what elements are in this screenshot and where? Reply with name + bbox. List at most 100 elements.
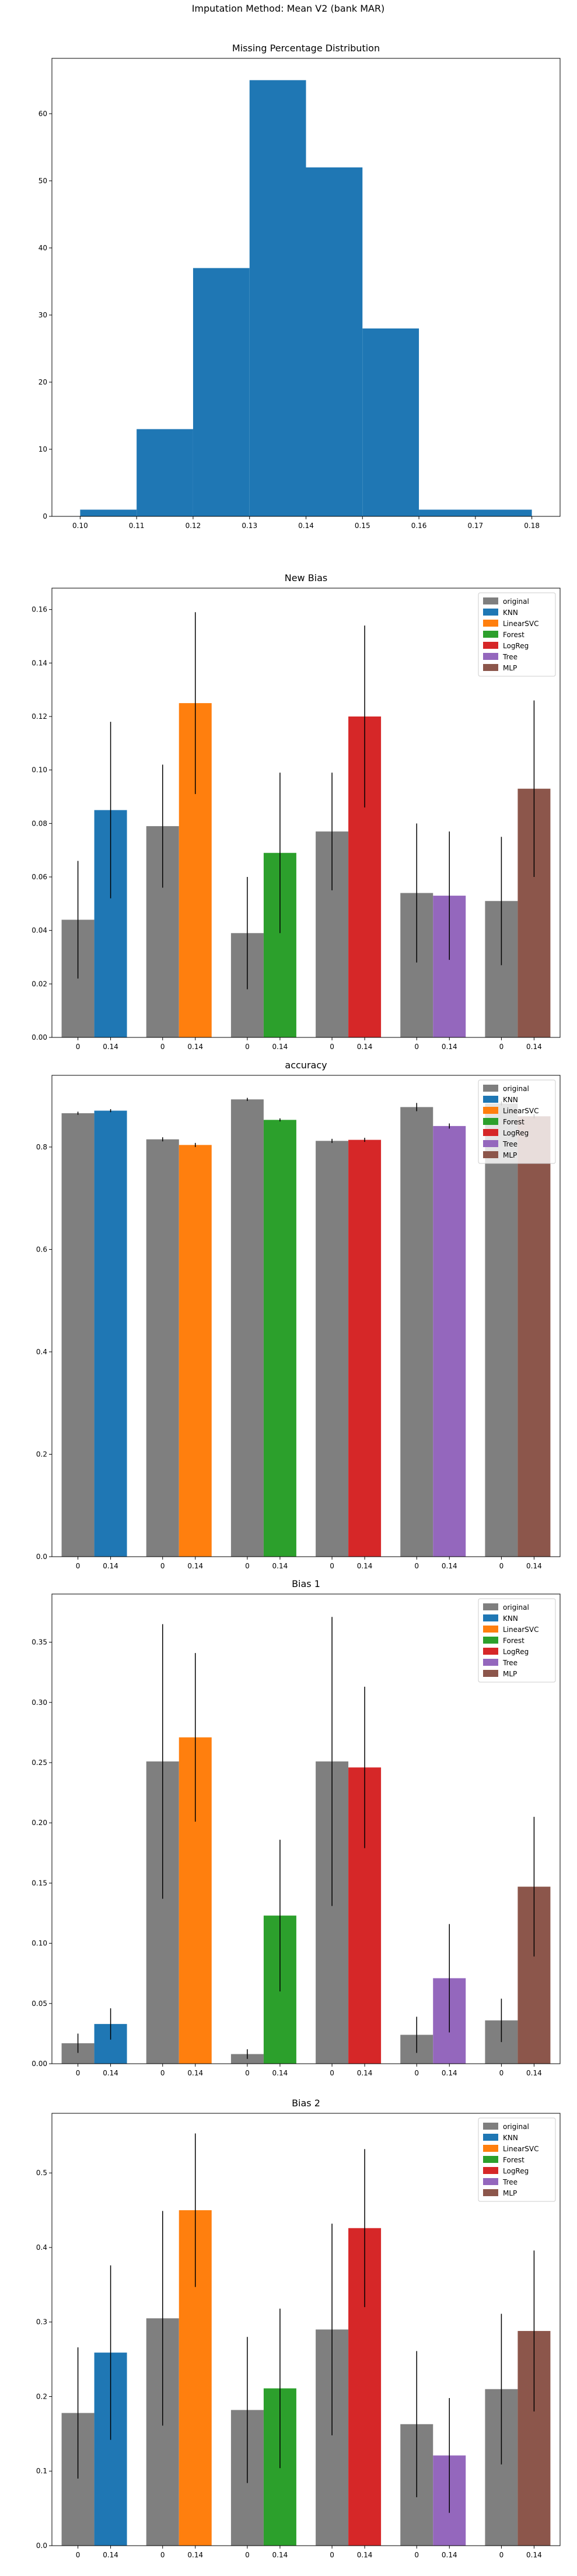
legend-swatch	[483, 1637, 498, 1644]
bar-original	[316, 1141, 349, 1557]
y-tick-label: 10	[39, 445, 47, 453]
histogram-bar	[362, 328, 419, 516]
legend-swatch	[483, 1096, 498, 1103]
x-tick-label: 0.16	[411, 522, 427, 530]
x-tick-label: 0.14	[357, 1043, 373, 1051]
x-tick-label: 0.14	[187, 1562, 203, 1570]
bar-logreg	[348, 1140, 382, 1557]
histogram-bar	[249, 80, 306, 516]
x-tick-label: 0.13	[242, 522, 257, 530]
y-tick-label: 0.25	[32, 1759, 47, 1767]
legend-swatch	[483, 664, 498, 671]
x-tick-label: 0	[499, 1043, 504, 1051]
legend-swatch	[483, 2156, 498, 2163]
legend-label: KNN	[503, 1096, 518, 1104]
legend-swatch	[483, 2134, 498, 2141]
axes-frame	[51, 588, 561, 1038]
legend-label: LinearSVC	[503, 2145, 539, 2153]
legend-label: MLP	[503, 2189, 517, 2197]
y-tick-label: 0.30	[32, 1698, 47, 1707]
legend-label: LinearSVC	[503, 620, 539, 628]
y-tick-label: 0.2	[36, 1450, 47, 1458]
legend-swatch	[483, 2145, 498, 2152]
legend-label: Forest	[503, 631, 524, 639]
bar-original	[146, 1139, 179, 1557]
legend-swatch	[483, 1670, 498, 1677]
x-tick-label: 0.14	[187, 1043, 203, 1051]
x-tick-label: 0	[160, 2551, 165, 2559]
legend-label: Forest	[503, 2156, 524, 2164]
legend: original KNN LinearSVC Forest LogReg Tree MLP	[478, 2117, 556, 2202]
y-tick-label: 0.08	[32, 819, 47, 827]
x-tick-label: 0	[76, 1562, 81, 1570]
x-tick-label: 0.14	[442, 1562, 457, 1570]
bar-mlp	[517, 1116, 551, 1557]
x-tick-label: 0.14	[442, 2551, 457, 2559]
x-tick-label: 0.14	[357, 2551, 373, 2559]
x-tick-label: 0.14	[187, 2551, 203, 2559]
y-tick-label: 0.00	[32, 2060, 47, 2068]
legend-label: original	[503, 1603, 529, 1612]
legend-swatch	[483, 1648, 498, 1655]
legend-label: Tree	[502, 653, 517, 661]
legend-label: LinearSVC	[503, 1626, 539, 1634]
y-tick-label: 0.35	[32, 1638, 47, 1647]
chart-panel-1: Missing Percentage Distribution 0 10 20 30 40…	[39, 43, 561, 530]
x-tick-label: 0.14	[272, 2069, 288, 2077]
legend-swatch	[483, 1626, 498, 1633]
legend-swatch	[483, 1151, 498, 1158]
y-tick-label: 0.6	[36, 1245, 47, 1253]
x-tick-label: 0	[330, 2551, 334, 2559]
legend-swatch	[483, 609, 498, 616]
x-tick-label: 0.14	[442, 1043, 457, 1051]
legend-label: Tree	[502, 1659, 517, 1667]
axes-frame	[51, 1593, 561, 2064]
y-tick-label: 20	[39, 378, 47, 386]
x-tick-label: 0.14	[526, 1562, 542, 1570]
x-tick-label: 0	[330, 1043, 334, 1051]
histogram-bar	[193, 268, 250, 516]
x-tick-label: 0.14	[272, 1562, 288, 1570]
legend-swatch	[483, 2167, 498, 2174]
y-tick-label: 0.4	[36, 1348, 47, 1356]
chart-panel-4: Bias 1 0.00 0.05 0.10 0.15 0.20 0.25 0.30 0.35 0 0…	[32, 1578, 561, 2077]
x-tick-label: 0.14	[442, 2069, 457, 2077]
bar-linearsvc	[179, 1145, 212, 1557]
bar-original	[230, 1099, 264, 1557]
x-tick-label: 0.10	[72, 522, 88, 530]
y-tick-label: 0.06	[32, 873, 47, 881]
x-tick-label: 0.14	[272, 2551, 288, 2559]
x-tick-label: 0	[330, 1562, 334, 1570]
x-tick-label: 0.14	[298, 522, 314, 530]
histogram-bar	[419, 509, 532, 516]
legend-label: Tree	[502, 2178, 517, 2186]
x-tick-label: 0	[330, 2069, 334, 2077]
legend-label: LinearSVC	[503, 1107, 539, 1115]
legend-label: LogReg	[503, 1648, 529, 1656]
legend-swatch	[483, 653, 498, 660]
x-tick-label: 0.14	[357, 2069, 373, 2077]
figure-title: Imputation Method: Mean V2 (bank MAR)	[192, 3, 385, 14]
legend-swatch	[483, 1118, 498, 1125]
x-tick-label: 0	[414, 2551, 419, 2559]
x-tick-label: 0.15	[355, 522, 370, 530]
x-tick-label: 0.14	[357, 1562, 373, 1570]
y-tick-label: 0.0	[36, 1553, 47, 1561]
x-tick-label: 0	[499, 2551, 504, 2559]
legend-swatch	[483, 1129, 498, 1136]
legend-label: MLP	[503, 664, 517, 672]
x-tick-label: 0	[76, 2551, 81, 2559]
y-tick-label: 0.0	[36, 2542, 47, 2550]
legend-label: Tree	[502, 1140, 517, 1148]
legend-label: KNN	[503, 609, 518, 617]
x-tick-label: 0	[76, 2069, 81, 2077]
legend: original KNN LinearSVC Forest LogReg Tree MLP	[478, 1079, 556, 1164]
x-tick-label: 0	[160, 2069, 165, 2077]
axes-frame	[51, 2113, 561, 2546]
x-tick-label: 0.14	[103, 2069, 118, 2077]
chart-title: Missing Percentage Distribution	[232, 43, 380, 54]
bar-original	[61, 1113, 95, 1557]
chart-title: Bias 1	[292, 1578, 320, 1589]
bar-original	[400, 1107, 433, 1557]
legend-label: Forest	[503, 1637, 524, 1645]
